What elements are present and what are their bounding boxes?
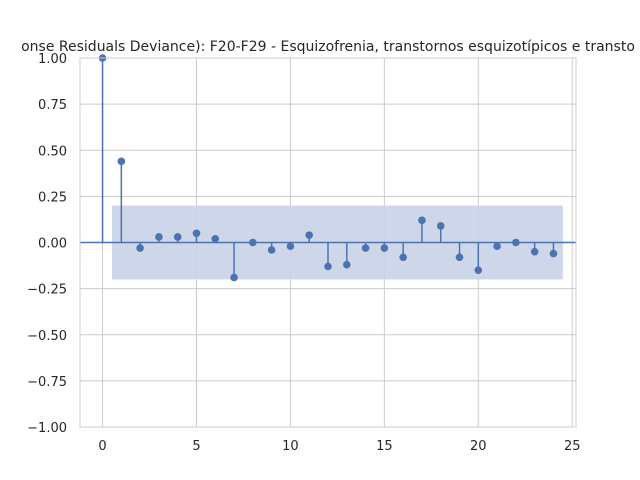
y-tick-label: 0.75 xyxy=(38,98,67,113)
y-tick-labels: −1.00 −0.75 −0.50 −0.25 0.00 0.25 0.50 0.75 1.00 xyxy=(27,52,67,436)
stem-marker xyxy=(342,260,351,269)
stem-marker xyxy=(305,231,314,239)
stem-marker xyxy=(192,229,201,238)
y-tick-label: −0.75 xyxy=(27,375,67,390)
stem-marker xyxy=(155,233,163,241)
stems xyxy=(98,54,558,282)
x-tick-label: 20 xyxy=(470,439,487,454)
x-tick-label: 0 xyxy=(98,439,106,454)
stem-marker xyxy=(380,244,389,252)
stem-marker xyxy=(549,249,558,258)
stem-marker xyxy=(249,238,257,247)
stem-marker xyxy=(455,253,464,262)
axes-frame xyxy=(79,57,577,428)
stem-marker xyxy=(512,238,520,247)
y-tick-label: −0.25 xyxy=(27,283,67,298)
y-tick-label: 0.00 xyxy=(38,237,67,252)
y-tick-label: −1.00 xyxy=(27,421,67,436)
stem-marker xyxy=(117,157,126,166)
stem-marker xyxy=(530,247,539,256)
stem-marker xyxy=(286,242,295,250)
x-tick-label: 15 xyxy=(376,439,393,454)
stem-marker xyxy=(399,253,407,262)
x-tick-label: 10 xyxy=(282,439,299,454)
stem-marker xyxy=(230,273,238,282)
stem-marker xyxy=(211,235,220,243)
y-tick-label: 0.50 xyxy=(38,144,67,159)
x-tick-label: 25 xyxy=(564,439,581,454)
stem-marker xyxy=(493,242,501,250)
stem-marker xyxy=(474,266,483,274)
stem-marker xyxy=(324,262,332,271)
stem-marker xyxy=(436,222,445,230)
y-tick-label: −0.50 xyxy=(27,329,67,344)
stem-marker xyxy=(136,244,144,252)
stem-marker xyxy=(361,244,370,252)
y-tick-label: 1.00 xyxy=(38,52,67,67)
x-tick-label: 5 xyxy=(192,439,200,454)
chart-title: onse Residuals Deviance): F20-F29 - Esqu… xyxy=(21,39,635,55)
stem-marker xyxy=(267,246,276,254)
stem-marker xyxy=(418,216,426,225)
stem-marker xyxy=(173,233,182,241)
x-tick-labels: 0 5 10 15 20 25 xyxy=(98,439,580,454)
y-tick-label: 0.25 xyxy=(38,190,67,205)
